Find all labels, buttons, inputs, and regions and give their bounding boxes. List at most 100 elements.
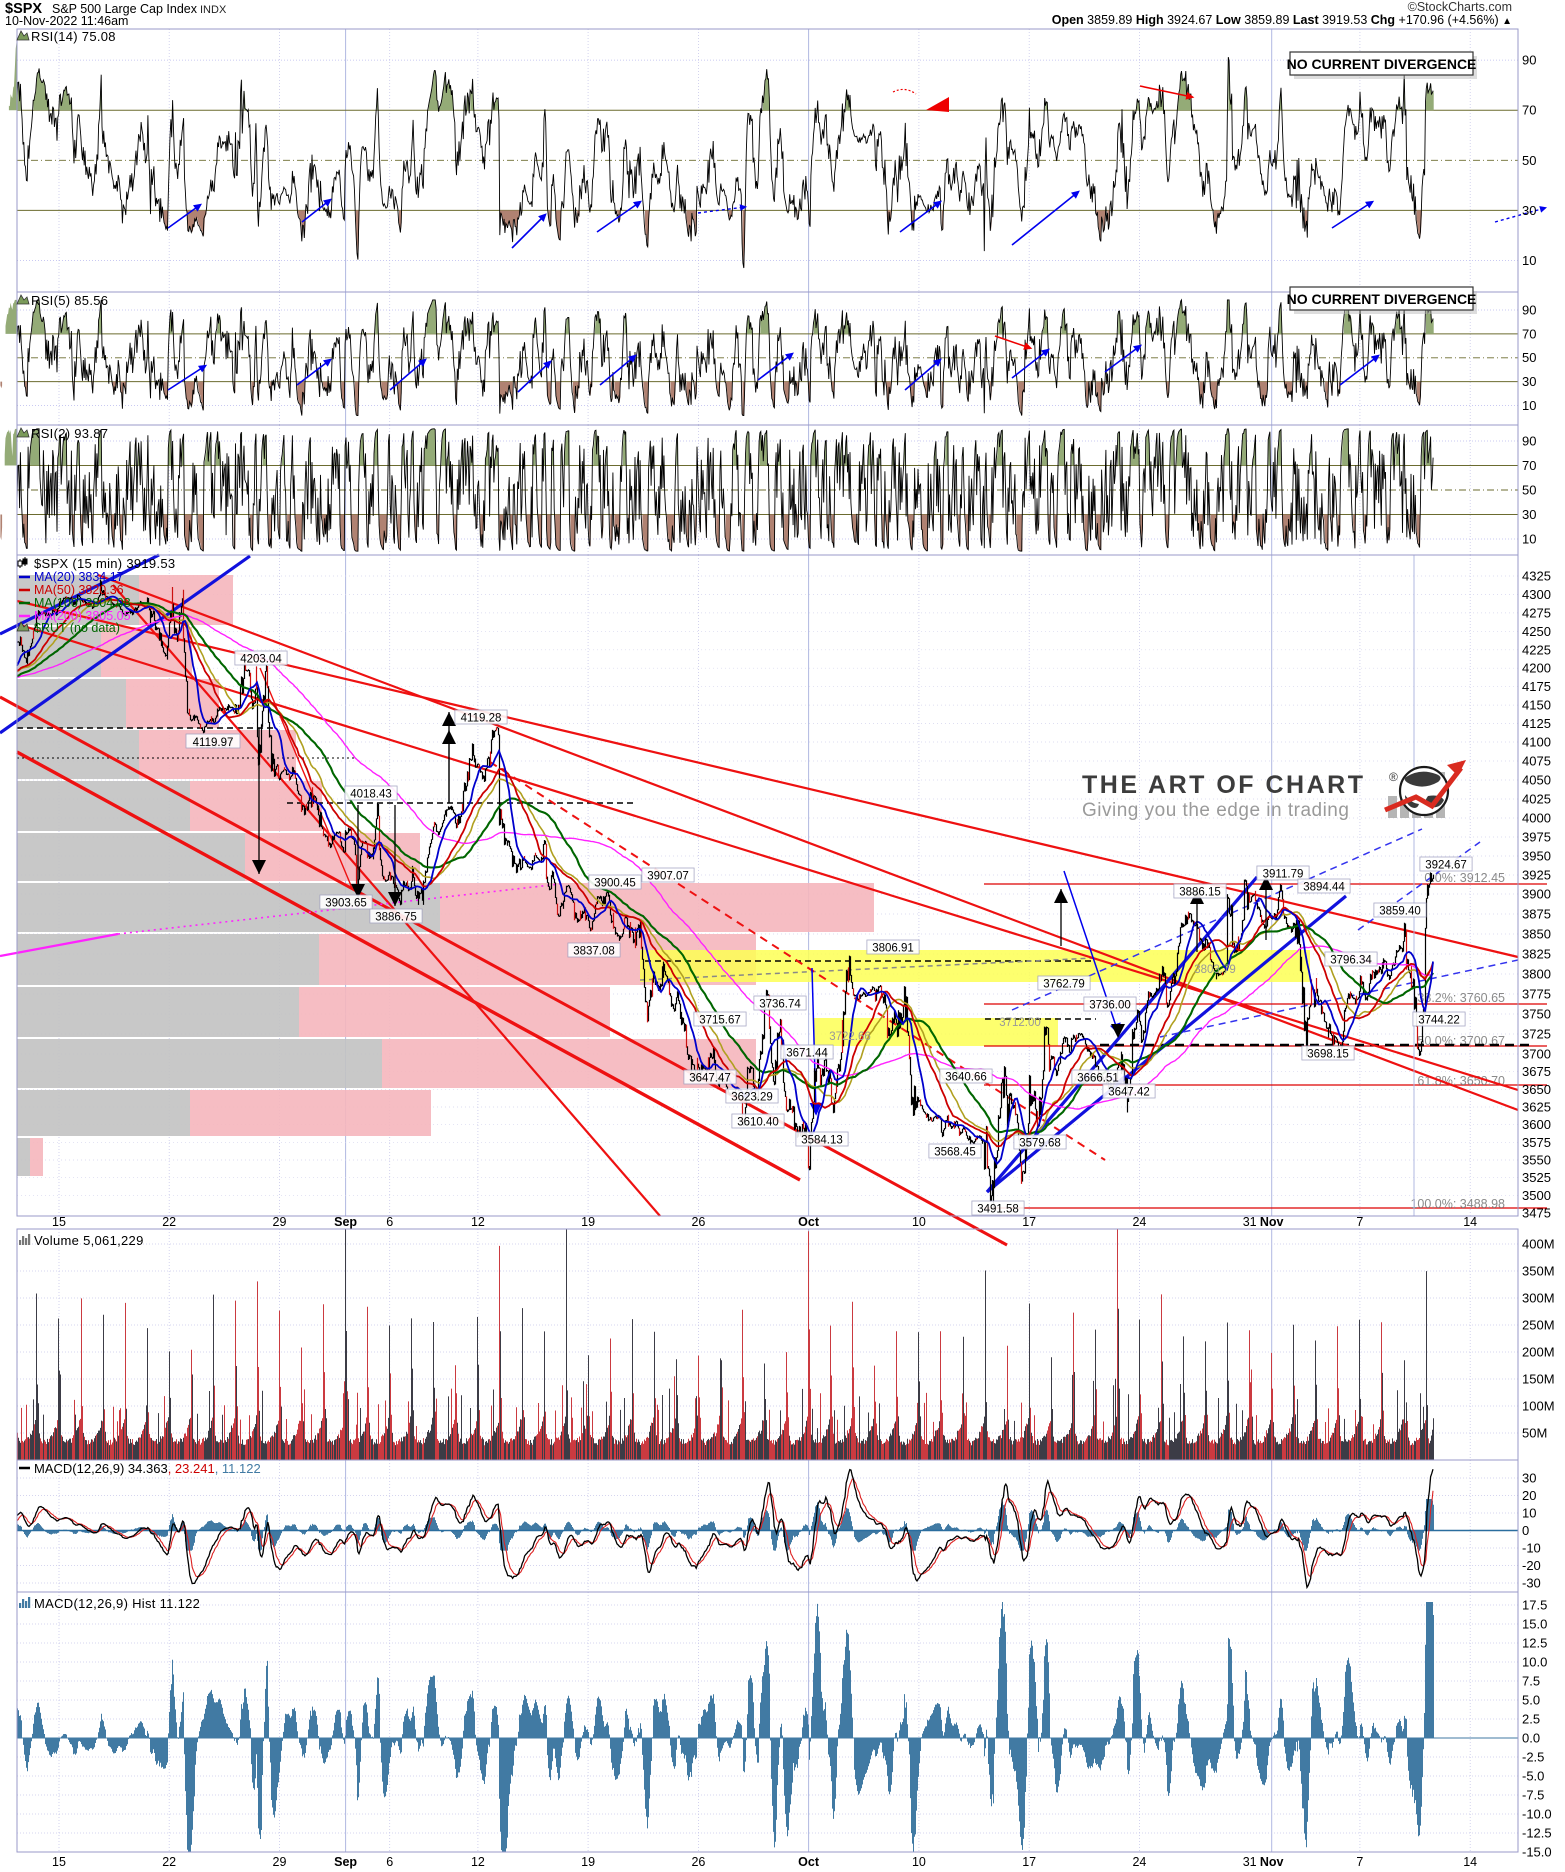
svg-text:3600: 3600: [1522, 1117, 1551, 1132]
svg-text:Oct: Oct: [798, 1215, 820, 1229]
svg-text:4300: 4300: [1522, 587, 1551, 602]
svg-text:4075: 4075: [1522, 754, 1551, 769]
svg-text:3907.07: 3907.07: [647, 871, 689, 883]
svg-text:RSI(2) 93.87: RSI(2) 93.87: [31, 426, 108, 441]
svg-text:THE ART OF CHART: THE ART OF CHART: [1082, 771, 1366, 799]
svg-text:3900.45: 3900.45: [594, 878, 636, 890]
svg-text:0.0: 0.0: [1522, 1731, 1540, 1746]
svg-text:Nov: Nov: [1260, 1855, 1284, 1869]
svg-text:26: 26: [691, 1855, 705, 1869]
svg-text:22: 22: [162, 1855, 176, 1869]
svg-text:RSI(14) 75.08: RSI(14) 75.08: [31, 29, 116, 44]
svg-text:4325: 4325: [1522, 569, 1551, 584]
svg-text:3894.44: 3894.44: [1303, 882, 1345, 894]
svg-text:3775: 3775: [1522, 987, 1551, 1002]
svg-text:5.0: 5.0: [1522, 1693, 1540, 1708]
svg-text:MA(100) 3804.08: MA(100) 3804.08: [34, 596, 131, 610]
svg-text:61.8%: 3650.70: 61.8%: 3650.70: [1417, 1074, 1505, 1088]
svg-text:3584.13: 3584.13: [801, 1135, 843, 1147]
svg-text:-20: -20: [1522, 1558, 1541, 1573]
svg-text:3647.42: 3647.42: [1108, 1087, 1150, 1099]
svg-text:3886.15: 3886.15: [1179, 887, 1221, 899]
svg-text:70: 70: [1522, 103, 1536, 118]
svg-text:3806.91: 3806.91: [872, 943, 914, 955]
svg-text:4200: 4200: [1522, 661, 1551, 676]
svg-text:3950: 3950: [1522, 849, 1551, 864]
svg-text:200M: 200M: [1522, 1345, 1555, 1360]
svg-text:3640.66: 3640.66: [945, 1072, 987, 1084]
svg-text:10: 10: [1522, 1506, 1536, 1521]
svg-text:31: 31: [1243, 1215, 1257, 1229]
svg-text:3825: 3825: [1522, 947, 1551, 962]
svg-text:4100: 4100: [1522, 735, 1551, 750]
svg-text:38.2%: 3760.65: 38.2%: 3760.65: [1417, 991, 1505, 1005]
svg-text:10.0: 10.0: [1522, 1655, 1547, 1670]
svg-text:3666.51: 3666.51: [1077, 1073, 1119, 1085]
svg-text:INDX: INDX: [200, 4, 227, 16]
svg-text:4250: 4250: [1522, 624, 1551, 639]
svg-text:70: 70: [1522, 458, 1536, 473]
svg-text:3610.40: 3610.40: [737, 1117, 779, 1129]
svg-text:MACD(12,26,9) Hist 11.122: MACD(12,26,9) Hist 11.122: [34, 1596, 200, 1611]
svg-text:3491.58: 3491.58: [977, 1204, 1019, 1216]
svg-text:10-Nov-2022 11:46am: 10-Nov-2022 11:46am: [5, 14, 128, 28]
svg-text:24: 24: [1132, 1215, 1146, 1229]
svg-text:4050: 4050: [1522, 773, 1551, 788]
svg-text:NO CURRENT DIVERGENCE: NO CURRENT DIVERGENCE: [1287, 56, 1477, 72]
svg-text:22: 22: [162, 1215, 176, 1229]
svg-text:3837.08: 3837.08: [573, 946, 615, 958]
svg-text:150M: 150M: [1522, 1372, 1555, 1387]
svg-text:Nov: Nov: [1260, 1215, 1284, 1229]
svg-text:10: 10: [912, 1215, 926, 1229]
svg-text:12: 12: [471, 1215, 485, 1229]
svg-text:3736.00: 3736.00: [1089, 1000, 1131, 1012]
svg-text:3568.45: 3568.45: [934, 1147, 976, 1159]
svg-text:7: 7: [1356, 1855, 1363, 1869]
svg-text:100M: 100M: [1522, 1399, 1555, 1414]
svg-text:15: 15: [52, 1215, 66, 1229]
svg-text:-10: -10: [1522, 1541, 1541, 1556]
svg-text:10: 10: [1522, 253, 1536, 268]
svg-text:3475: 3475: [1522, 1206, 1551, 1221]
svg-text:3924.67: 3924.67: [1425, 860, 1467, 872]
svg-text:3900: 3900: [1522, 887, 1551, 902]
svg-text:17.5: 17.5: [1522, 1598, 1547, 1613]
svg-text:0: 0: [1522, 1523, 1529, 1538]
svg-text:3796.34: 3796.34: [1330, 955, 1372, 967]
svg-text:RSI(5) 85.56: RSI(5) 85.56: [31, 293, 108, 308]
svg-text:14: 14: [1463, 1855, 1477, 1869]
svg-text:4018.43: 4018.43: [350, 789, 392, 801]
svg-text:3575: 3575: [1522, 1135, 1551, 1150]
svg-text:4000: 4000: [1522, 811, 1551, 826]
svg-text:15: 15: [52, 1855, 66, 1869]
svg-text:3750: 3750: [1522, 1007, 1551, 1022]
svg-text:3525: 3525: [1522, 1170, 1551, 1185]
svg-text:7.5: 7.5: [1522, 1674, 1540, 1689]
svg-text:50: 50: [1522, 153, 1536, 168]
svg-text:24: 24: [1132, 1855, 1146, 1869]
svg-text:©StockCharts.com: ©StockCharts.com: [1408, 0, 1512, 14]
svg-text:250M: 250M: [1522, 1318, 1555, 1333]
svg-text:30: 30: [1522, 1471, 1536, 1486]
svg-text:-7.5: -7.5: [1522, 1788, 1544, 1803]
svg-text:4203.04: 4203.04: [240, 654, 282, 666]
svg-text:3700: 3700: [1522, 1047, 1551, 1062]
svg-text:50: 50: [1522, 350, 1536, 365]
svg-text:Giving you the edge in trading: Giving you the edge in trading: [1082, 800, 1349, 821]
svg-text:-30: -30: [1522, 1576, 1541, 1591]
svg-text:4125: 4125: [1522, 716, 1551, 731]
svg-text:4225: 4225: [1522, 642, 1551, 657]
svg-text:3671.44: 3671.44: [786, 1048, 828, 1060]
svg-text:3736.74: 3736.74: [759, 999, 801, 1011]
svg-text:-5.0: -5.0: [1522, 1769, 1544, 1784]
svg-text:19: 19: [581, 1215, 595, 1229]
svg-text:$RUT (no data): $RUT (no data): [34, 621, 120, 635]
svg-text:30: 30: [1522, 374, 1536, 389]
svg-text:S&P 500 Large Cap Index: S&P 500 Large Cap Index: [52, 2, 198, 16]
svg-text:$SPX (15 min) 3919.53: $SPX (15 min) 3919.53: [34, 556, 175, 571]
svg-text:10: 10: [912, 1855, 926, 1869]
svg-text:MA(50) 3820.36: MA(50) 3820.36: [34, 583, 124, 597]
svg-text:MACD(12,26,9) 34.363, 23.241,: MACD(12,26,9) 34.363, 23.241, 11.122: [34, 1461, 261, 1476]
svg-text:12.5: 12.5: [1522, 1636, 1547, 1651]
svg-text:19: 19: [581, 1855, 595, 1869]
